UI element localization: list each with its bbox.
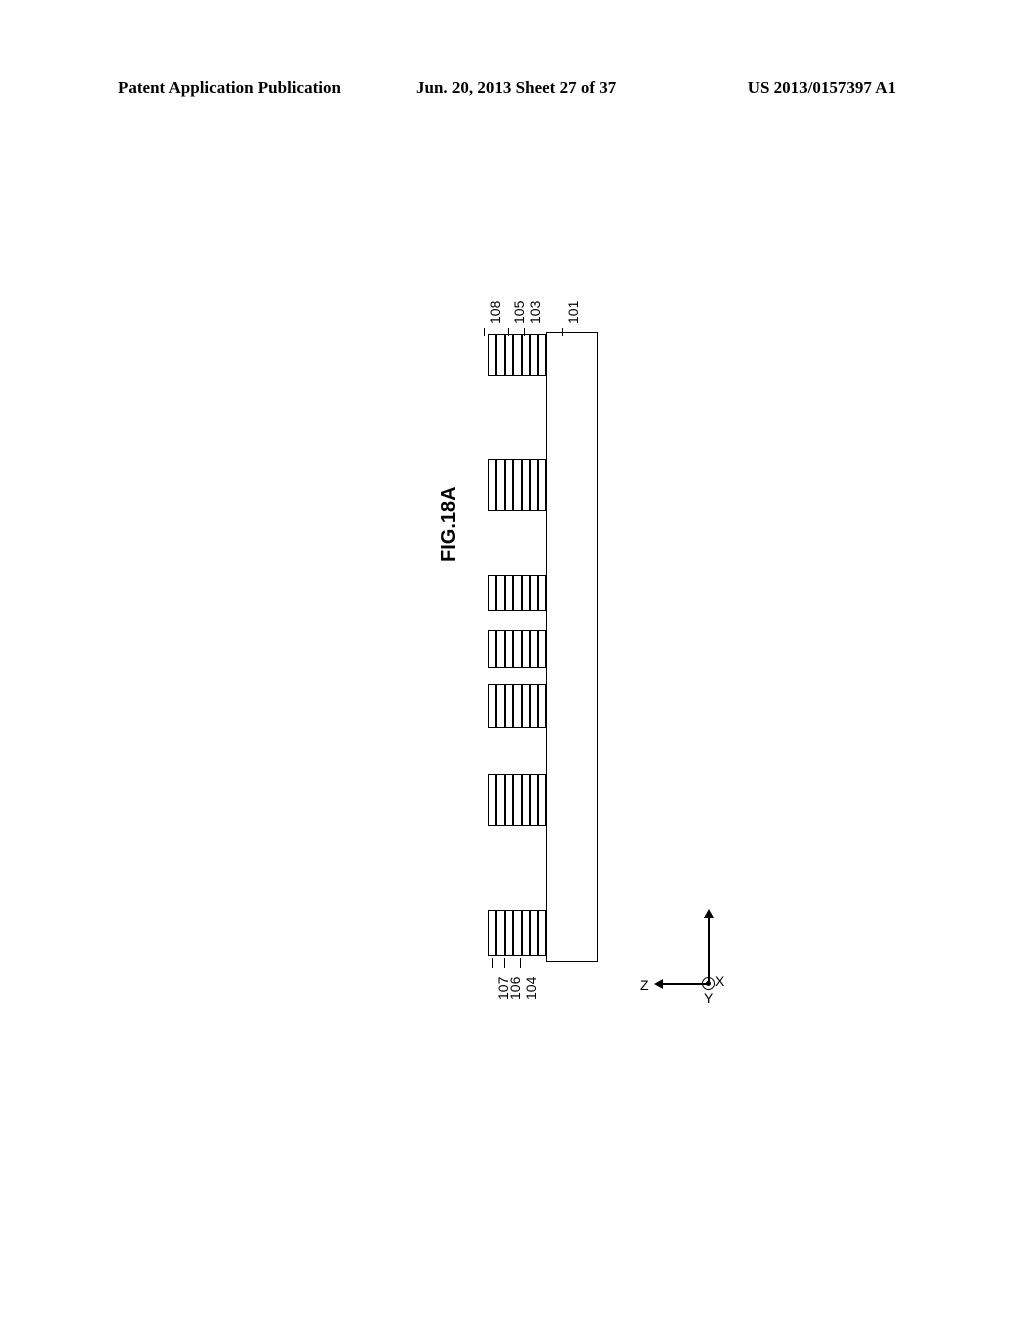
mesa-1 [488,459,546,511]
figure-title: FIG.18A [438,486,461,562]
label-108: 108 [488,301,502,324]
layer-base [538,684,546,728]
layer-107 [496,684,505,728]
layer-104 [522,630,530,668]
layer-108 [488,575,496,611]
layer-107 [496,334,505,376]
layer-106 [505,684,513,728]
layer-103 [530,334,538,376]
layer-108 [488,630,496,668]
layer-107 [496,630,505,668]
layer-103 [530,630,538,668]
layer-105 [513,910,522,956]
label-103: 103 [528,301,542,324]
layer-base [538,910,546,956]
figure-diagram [488,332,600,962]
layer-base [538,575,546,611]
layer-104 [522,684,530,728]
layer-106 [505,459,513,511]
layer-103 [530,684,538,728]
layer-108 [488,334,496,376]
layer-108 [488,910,496,956]
mesa-5 [488,774,546,826]
arrow-left-icon [654,979,663,989]
axis-z-label: Z [640,977,649,993]
layer-105 [513,684,522,728]
layer-105 [513,459,522,511]
layer-107 [496,459,505,511]
label-101: 101 [566,301,580,324]
layer-105 [513,630,522,668]
layer-105 [513,774,522,826]
layer-106 [505,334,513,376]
coordinate-axes: Y Z X [690,955,790,1055]
layer-105 [513,575,522,611]
layer-104 [522,459,530,511]
leader-107 [492,958,493,968]
layer-105 [513,334,522,376]
leader-106 [504,958,505,968]
layer-108 [488,459,496,511]
header-center: Jun. 20, 2013 Sheet 27 of 37 [416,78,616,98]
layer-108 [488,684,496,728]
layer-103 [530,910,538,956]
label-106: 106 [508,977,522,1000]
mesa-6 [488,910,546,956]
mesa-4 [488,684,546,728]
layer-107 [496,575,505,611]
arrow-up-icon [704,909,714,918]
layer-103 [530,575,538,611]
axis-x-dot-icon [706,981,711,986]
layer-104 [522,910,530,956]
layer-107 [496,910,505,956]
label-105: 105 [512,301,526,324]
leader-103 [524,328,525,336]
leader-105 [508,328,509,336]
layer-104 [522,575,530,611]
layer-base [538,630,546,668]
layer-103 [530,774,538,826]
axis-x-label: X [715,973,724,989]
leader-108 [484,328,485,336]
mesa-0 [488,334,546,376]
layer-104 [522,334,530,376]
layer-base [538,334,546,376]
header-left: Patent Application Publication [118,78,341,98]
layer-106 [505,910,513,956]
layer-104 [522,774,530,826]
layer-106 [505,774,513,826]
layer-103 [530,459,538,511]
mesa-3 [488,630,546,668]
axis-y-label: Y [704,990,713,1006]
layer-base [538,774,546,826]
mesa-2 [488,575,546,611]
layer-106 [505,575,513,611]
layer-108 [488,774,496,826]
layer-106 [505,630,513,668]
axis-y-line [708,915,710,985]
leader-104 [520,958,521,968]
label-104: 104 [524,977,538,1000]
layer-107 [496,774,505,826]
layer-base [538,459,546,511]
leader-101 [562,328,563,336]
header-right: US 2013/0157397 A1 [748,78,896,98]
layer-101-substrate [546,332,598,962]
